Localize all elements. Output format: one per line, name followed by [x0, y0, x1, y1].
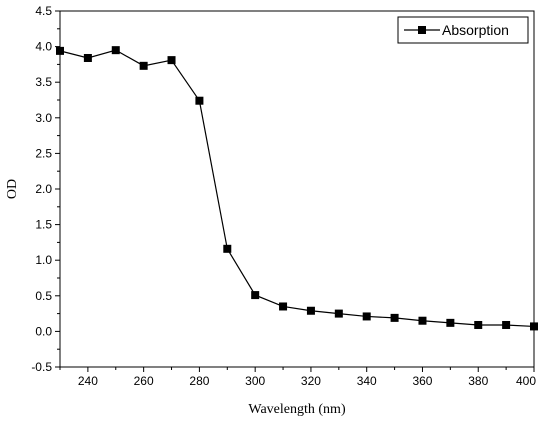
plot-frame — [59, 10, 535, 368]
data-point — [223, 244, 232, 253]
data-point — [530, 322, 538, 331]
x-tick-label: 280 — [189, 374, 209, 388]
y-tick-label: 2.0 — [35, 182, 52, 196]
y-axis-title: OD — [5, 179, 20, 199]
x-axis: 240 260 280 300 320 340 360 380 400 — [59, 367, 536, 388]
data-point — [83, 53, 92, 62]
data-point — [251, 291, 260, 300]
y-tick-label: 4.5 — [35, 4, 52, 18]
x-tick-label: 240 — [78, 374, 98, 388]
legend-marker — [418, 26, 426, 34]
y-tick-label: 3.5 — [35, 75, 52, 89]
data-point — [390, 313, 399, 322]
x-axis-title: Wavelength (nm) — [248, 402, 346, 417]
x-tick-label: 320 — [301, 374, 321, 388]
data-point — [334, 309, 343, 318]
x-tick-label: 380 — [468, 374, 488, 388]
data-point — [167, 56, 176, 65]
data-point — [306, 306, 315, 315]
y-tick-label: 4.0 — [35, 40, 52, 54]
data-point — [362, 312, 371, 321]
x-tick-label: 340 — [357, 374, 377, 388]
data-point — [418, 316, 427, 325]
y-tick-label: 0.0 — [35, 324, 52, 338]
data-point — [139, 61, 148, 70]
legend: Absorption — [397, 16, 529, 44]
y-tick-label: 1.0 — [35, 253, 52, 267]
y-tick-label: -0.5 — [31, 360, 52, 374]
data-point — [279, 302, 288, 311]
data-point — [195, 96, 204, 105]
x-tick-label: 260 — [134, 374, 154, 388]
legend-label: Absorption — [442, 22, 509, 38]
data-point — [474, 320, 483, 329]
data-point — [446, 318, 455, 327]
y-tick-label: 1.5 — [35, 218, 52, 232]
x-tick-label: 300 — [245, 374, 265, 388]
y-tick-label: 0.5 — [35, 289, 52, 303]
x-tick-label: 360 — [412, 374, 432, 388]
y-axis: -0.5 0.0 0.5 1.0 1.5 2.0 2.5 3.0 3.5 4.0 4.5 — [31, 4, 60, 374]
data-point — [56, 46, 64, 55]
data-point — [111, 46, 120, 55]
y-tick-label: 2.5 — [35, 146, 52, 160]
series-group — [56, 46, 538, 331]
y-tick-label: 3.0 — [35, 111, 52, 125]
data-point — [502, 320, 511, 329]
series-line — [59, 49, 535, 328]
x-tick-label: 400 — [516, 374, 536, 388]
